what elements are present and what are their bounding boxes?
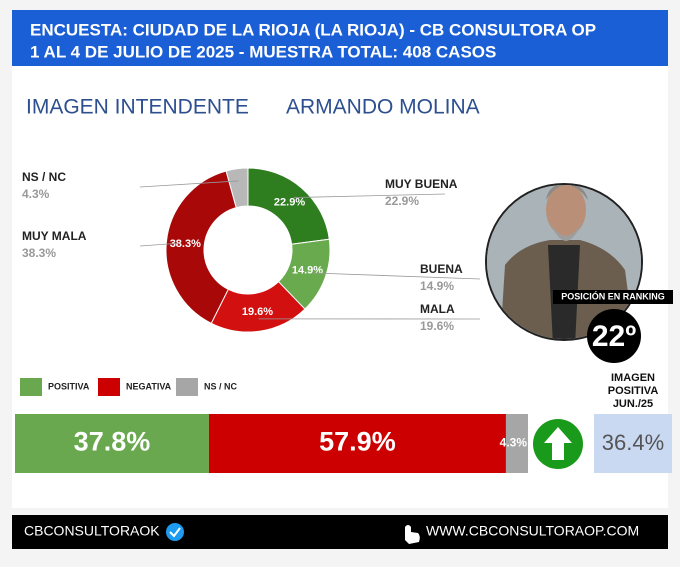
legend-label: NEGATIVA (126, 381, 172, 391)
outer-value-label: 4.3% (22, 187, 50, 201)
slice-label: 22.9% (274, 197, 305, 209)
chart-subtitle: ARMANDO MOLINA (286, 96, 480, 119)
verified-badge (166, 523, 184, 541)
outer-value-label: 38.3% (22, 246, 56, 260)
legend-label: POSITIVA (48, 381, 90, 391)
footer-account: CBCONSULTORAOK (24, 523, 160, 539)
category-label: BUENA (420, 262, 463, 276)
chart-title: IMAGEN INTENDENTE (26, 96, 249, 119)
previous-value: 36.4% (602, 430, 664, 455)
previous-label: IMAGEN (611, 372, 655, 384)
ranking-label: POSICIÓN EN RANKING (561, 290, 665, 301)
legend-swatch (20, 378, 42, 396)
segment-label: 37.8% (74, 427, 151, 457)
category-label: MALA (420, 302, 455, 316)
segment-label: 57.9% (319, 427, 396, 457)
category-label: NS / NC (22, 170, 66, 184)
segment-label: 4.3% (500, 436, 528, 450)
header-line: ENCUESTA: CIUDAD DE LA RIOJA (LA RIOJA) … (30, 20, 596, 39)
legend-label: NS / NC (204, 381, 238, 391)
footer-website: WWW.CBCONSULTORAOP.COM (426, 523, 639, 539)
legend-swatch (176, 378, 198, 396)
legend-swatch (98, 378, 120, 396)
ranking-value: 22º (592, 320, 636, 353)
category-label: MUY MALA (22, 229, 87, 243)
previous-label: POSITIVA (608, 385, 659, 397)
outer-value-label: 14.9% (420, 279, 454, 293)
previous-label: JUN./25 (613, 398, 653, 410)
slice-label: 19.6% (242, 306, 273, 318)
outer-value-label: 22.9% (385, 194, 419, 208)
category-label: MUY BUENA (385, 177, 458, 191)
outer-value-label: 19.6% (420, 319, 454, 333)
slice-label: 14.9% (292, 265, 323, 277)
header-line: 1 AL 4 DE JULIO DE 2025 - MUESTRA TOTAL:… (30, 42, 496, 61)
